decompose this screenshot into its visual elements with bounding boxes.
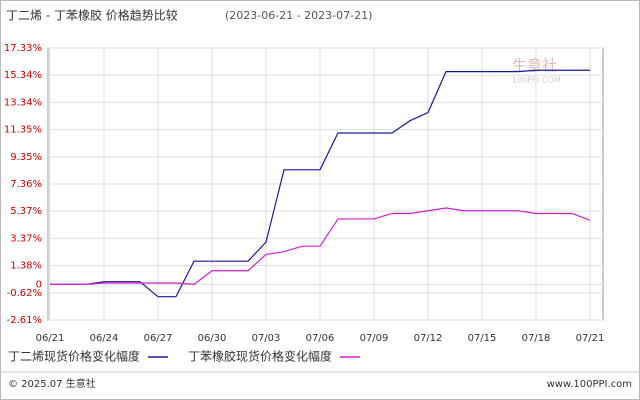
y-tick-label: -0.62% — [7, 288, 42, 299]
footer-url: www.100PPI.com — [547, 379, 632, 390]
chart-subtitle: (2023-06-21 - 2023-07-21) — [225, 9, 372, 22]
series-line — [50, 69, 590, 298]
y-tick-label: 3.37% — [10, 233, 42, 244]
x-tick-label: 06/21 — [36, 333, 65, 344]
x-tick-label: 07/15 — [468, 333, 497, 344]
y-tick-label: 17.33% — [4, 43, 42, 54]
x-tick-label: 07/09 — [360, 333, 389, 344]
x-tick-label: 07/03 — [252, 333, 281, 344]
y-tick-label: 13.34% — [4, 97, 42, 108]
x-tick-label: 06/24 — [90, 333, 119, 344]
y-tick-label: 1.38% — [10, 261, 42, 272]
y-tick-label: 15.34% — [4, 70, 42, 81]
y-tick-label: -2.61% — [7, 315, 42, 326]
y-tick-label: 0 — [36, 279, 42, 290]
x-tick-label: 07/12 — [414, 333, 443, 344]
legend-label: 丁苯橡胶现货价格变化幅度 — [188, 349, 332, 364]
x-tick-label: 06/30 — [198, 333, 227, 344]
legend-label: 丁二烯现货价格变化幅度 — [8, 349, 140, 364]
y-tick-label: 7.36% — [10, 179, 42, 190]
x-tick-label: 06/27 — [144, 333, 173, 344]
x-tick-label: 07/18 — [522, 333, 551, 344]
y-tick-label: 5.37% — [10, 206, 42, 217]
footer-copyright: © 2025.07 生意社 — [8, 377, 96, 390]
x-tick-label: 07/06 — [306, 333, 335, 344]
y-tick-label: 11.35% — [4, 125, 42, 136]
series-line — [50, 207, 591, 286]
x-tick-label: 07/21 — [576, 333, 605, 344]
y-tick-label: 9.35% — [10, 152, 42, 163]
chart-title: 丁二烯 - 丁苯橡胶 价格趋势比较 — [6, 8, 178, 23]
